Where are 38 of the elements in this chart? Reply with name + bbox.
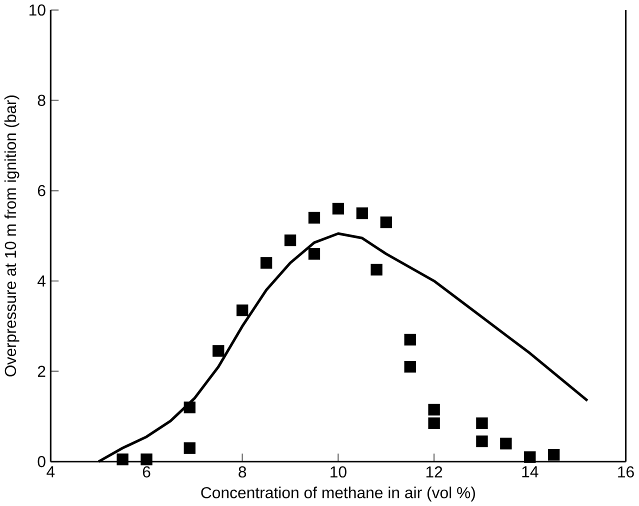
point xyxy=(356,207,368,220)
point xyxy=(370,264,382,276)
point xyxy=(548,449,560,461)
point xyxy=(260,257,272,269)
x-tick-label: 10 xyxy=(330,466,346,478)
point xyxy=(524,451,536,463)
y-tick-label: 6 xyxy=(38,185,46,196)
y-axis-title: Overpressure at 10 m from ignition (bar) xyxy=(4,96,20,376)
x-tick-label: 6 xyxy=(142,466,150,478)
point xyxy=(184,402,196,414)
point xyxy=(404,334,416,346)
y-tick-label: 0 xyxy=(38,456,46,468)
x-tick-label: 12 xyxy=(426,466,442,478)
x-tick-label: 14 xyxy=(522,466,538,478)
point xyxy=(332,202,344,215)
point xyxy=(428,417,440,430)
point xyxy=(212,345,224,357)
point xyxy=(184,442,196,454)
point xyxy=(308,248,320,260)
point xyxy=(500,438,512,450)
y-tick-label: 4 xyxy=(38,276,46,287)
y-tick-label: 10 xyxy=(30,4,46,16)
x-axis-title: Concentration of methane in air (vol %) xyxy=(201,486,475,502)
y-tick-label: 2 xyxy=(38,366,46,377)
point xyxy=(284,234,296,246)
point xyxy=(308,212,320,224)
point xyxy=(236,304,248,316)
point xyxy=(116,454,128,466)
x-tick-label: 16 xyxy=(618,466,634,478)
x-tick-label: 4 xyxy=(46,466,55,478)
point xyxy=(428,404,440,416)
point xyxy=(380,216,392,228)
y-tick-label: 8 xyxy=(38,94,46,106)
point xyxy=(476,436,488,448)
point xyxy=(140,454,152,466)
point xyxy=(404,361,416,373)
x-tick-label: 8 xyxy=(238,466,246,478)
point xyxy=(476,417,488,430)
